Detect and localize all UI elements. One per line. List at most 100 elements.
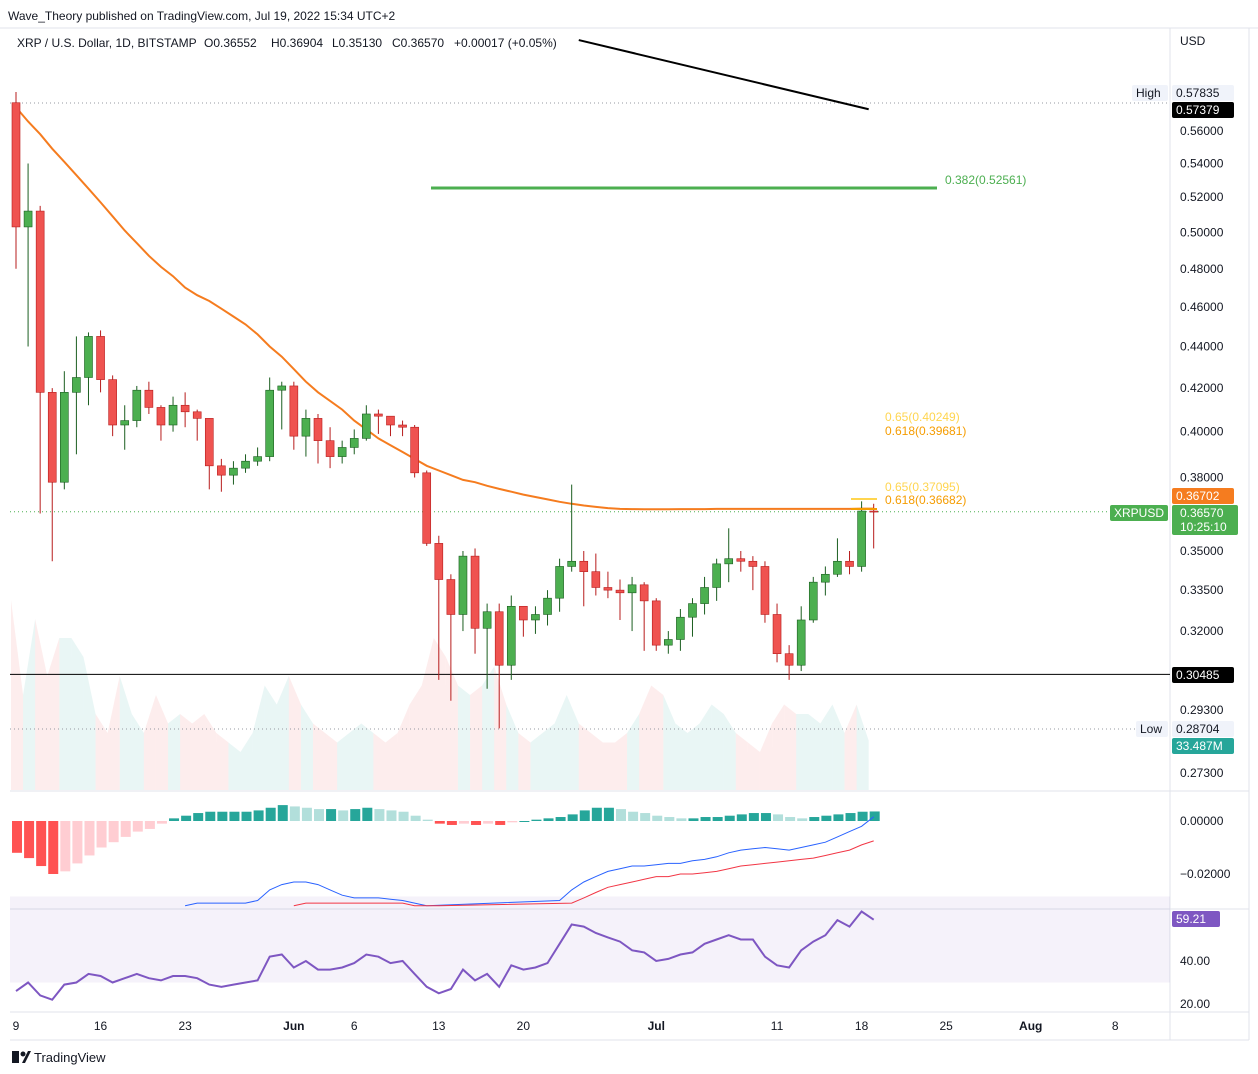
macd-histogram-bar	[156, 821, 167, 824]
macd-histogram-bar	[193, 813, 204, 821]
volume-segment	[107, 676, 120, 790]
publisher-text: Wave_Theory published on TradingView.com…	[8, 9, 396, 23]
price-tick-label: 0.50000	[1180, 225, 1224, 239]
macd-histogram-bar	[869, 811, 880, 821]
volume-segment	[59, 638, 72, 790]
candle-body	[784, 653, 794, 666]
candle-body	[301, 418, 311, 437]
rsi-band	[10, 896, 1170, 983]
candle-body	[72, 377, 81, 393]
candle-body	[519, 605, 528, 621]
volume-segment	[397, 704, 410, 790]
currency-label: USD	[1180, 34, 1206, 48]
candle-body	[615, 589, 625, 594]
macd-histogram-bar	[821, 815, 832, 821]
volume-segment	[590, 733, 603, 790]
date-tick-label: 9	[13, 1019, 20, 1033]
volume-segment	[192, 714, 205, 790]
volume-segment	[784, 704, 797, 790]
volume-segment	[35, 619, 48, 790]
candle-body	[543, 597, 552, 615]
candle-body	[410, 426, 419, 474]
macd-histogram-bar	[579, 810, 590, 821]
date-tick-label: Jun	[283, 1019, 304, 1033]
high-value-tag: 0.57835	[1176, 86, 1220, 100]
macd-histogram-bar	[591, 807, 602, 821]
candle-body	[845, 560, 854, 567]
macd-histogram-bar	[289, 806, 300, 821]
tradingview-logo[interactable]: TradingView	[12, 1050, 106, 1065]
rsi-tick-label: 40.00	[1180, 954, 1210, 968]
rsi-value-tag-bg	[1172, 911, 1220, 927]
volume-segment	[95, 714, 108, 790]
volume-segment	[470, 685, 483, 790]
volume-segment	[506, 704, 519, 790]
volume-segment	[602, 742, 615, 790]
candle-body	[337, 447, 347, 457]
price-tick-label: 0.38000	[1180, 471, 1224, 485]
candle-body	[156, 407, 166, 426]
volume-segment	[228, 742, 241, 790]
volume-segment	[180, 714, 193, 790]
low-label-bg	[1136, 721, 1168, 737]
rsi-tick-label: 20.00	[1180, 997, 1210, 1011]
macd-histogram-bar	[48, 821, 59, 874]
reference-lines	[10, 102, 1170, 730]
black-sma-tag: 0.57379	[1176, 103, 1220, 117]
macd-histogram-bar	[845, 813, 856, 821]
macd-histogram-bar	[96, 821, 107, 848]
macd-histogram-bar	[458, 821, 469, 824]
candle-body	[313, 418, 323, 441]
candle-body	[808, 581, 818, 621]
macd-histogram-bar	[205, 811, 216, 821]
macd-histogram-bar	[386, 810, 397, 821]
candle-body	[470, 555, 480, 629]
date-tick-label: 8	[1112, 1019, 1119, 1033]
macd-histogram-bar	[374, 809, 385, 821]
macd-histogram-bar	[652, 815, 663, 821]
volume-segment	[23, 619, 36, 790]
candle-body	[531, 614, 540, 621]
volume-segment	[651, 685, 664, 790]
symbol-title[interactable]: XRP / U.S. Dollar, 1D, BITSTAMP	[17, 36, 197, 50]
volume-segment	[373, 733, 386, 790]
volume-segment	[216, 733, 229, 790]
price-tick-label: 0.54000	[1180, 156, 1224, 170]
rsi-pane	[15, 910, 875, 1001]
volume-segment	[313, 723, 326, 790]
volume-segment	[723, 714, 736, 790]
volume-segment	[856, 704, 869, 790]
volume-segment	[349, 723, 362, 790]
volume-segment	[71, 638, 84, 790]
volume-segment	[300, 704, 313, 790]
macd-histogram-bar	[724, 815, 735, 821]
candle-body	[748, 560, 758, 567]
symbol-tag-bg	[1110, 505, 1168, 521]
macd-tick-label: −0.02000	[1180, 867, 1231, 881]
candle-body	[229, 467, 238, 476]
macd-histogram-bar	[362, 807, 373, 821]
fib-65-top-label: 0.65(0.40249)	[885, 410, 960, 424]
volume-segment	[264, 685, 277, 790]
candle-body	[821, 573, 830, 583]
ohlc-open: O0.36552	[204, 36, 257, 50]
volume-segment	[482, 666, 495, 790]
macd-histogram-bar	[326, 809, 337, 821]
candle-body	[362, 413, 371, 439]
macd-histogram-bar	[833, 814, 844, 821]
volume-segment	[542, 723, 555, 790]
black-sma-tag-bg	[1172, 102, 1234, 118]
volume-segment	[820, 704, 833, 790]
volume-segment	[361, 723, 374, 790]
macd-histogram-bar	[350, 809, 361, 821]
candle-body	[434, 543, 444, 580]
volume-segment	[808, 714, 821, 790]
low-value-tag-bg	[1172, 721, 1234, 737]
ohlc-high: H0.36904	[271, 36, 323, 50]
date-tick-label: 23	[178, 1019, 192, 1033]
macd-histogram-bar	[169, 818, 180, 821]
candle-body	[386, 415, 395, 426]
volume-segment	[409, 685, 422, 790]
candle-body	[217, 465, 226, 476]
